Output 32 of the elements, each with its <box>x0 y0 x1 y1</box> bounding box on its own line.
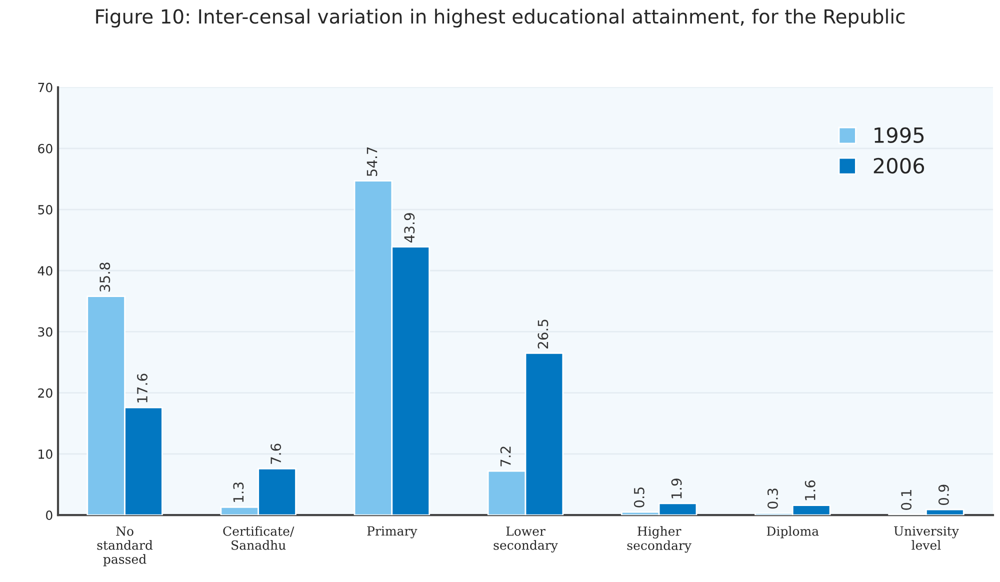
data-label: 35.8 <box>100 262 110 292</box>
y-tick-label: 50 <box>38 204 52 214</box>
data-label: 7.2 <box>500 446 511 466</box>
data-label: 17.6 <box>137 374 148 402</box>
x-tick-label: University level <box>894 526 959 550</box>
chart-title: Figure 10: Inter-censal variation in highest educational attainment, for the Republic <box>96 8 905 28</box>
y-tick-label: 10 <box>38 449 52 459</box>
data-label: 0.9 <box>938 484 949 505</box>
y-tick-label: 20 <box>38 388 52 398</box>
x-tick-label: Diploma <box>766 526 819 538</box>
data-label: 1.6 <box>804 480 816 500</box>
x-tick-label: Higher secondary <box>627 526 692 553</box>
data-label: 43.9 <box>404 213 415 242</box>
data-label: 1.3 <box>233 482 244 502</box>
data-label: 7.6 <box>270 444 282 464</box>
data-label: 0.3 <box>767 488 778 509</box>
x-tick-label: Certificate/ Sanadhu <box>223 526 294 550</box>
data-label: 1.9 <box>671 478 682 498</box>
x-tick-label: No standard passed <box>97 526 153 566</box>
y-tick-label: 30 <box>38 327 52 337</box>
data-label: 54.7 <box>366 147 378 176</box>
y-tick-label: 40 <box>38 266 52 276</box>
legend-label: 2006 <box>874 158 924 174</box>
y-tick-label: 60 <box>38 144 52 154</box>
x-tick-label: Lower secondary <box>494 526 558 552</box>
data-label: 0.5 <box>634 487 644 508</box>
x-tick-label: Primary <box>367 526 418 538</box>
data-label: 0.1 <box>901 490 912 510</box>
y-tick-label: 0 <box>46 510 52 520</box>
data-label: 26.5 <box>538 320 548 348</box>
y-tick-label: 70 <box>38 82 52 92</box>
legend-label: 1995 <box>874 127 924 144</box>
